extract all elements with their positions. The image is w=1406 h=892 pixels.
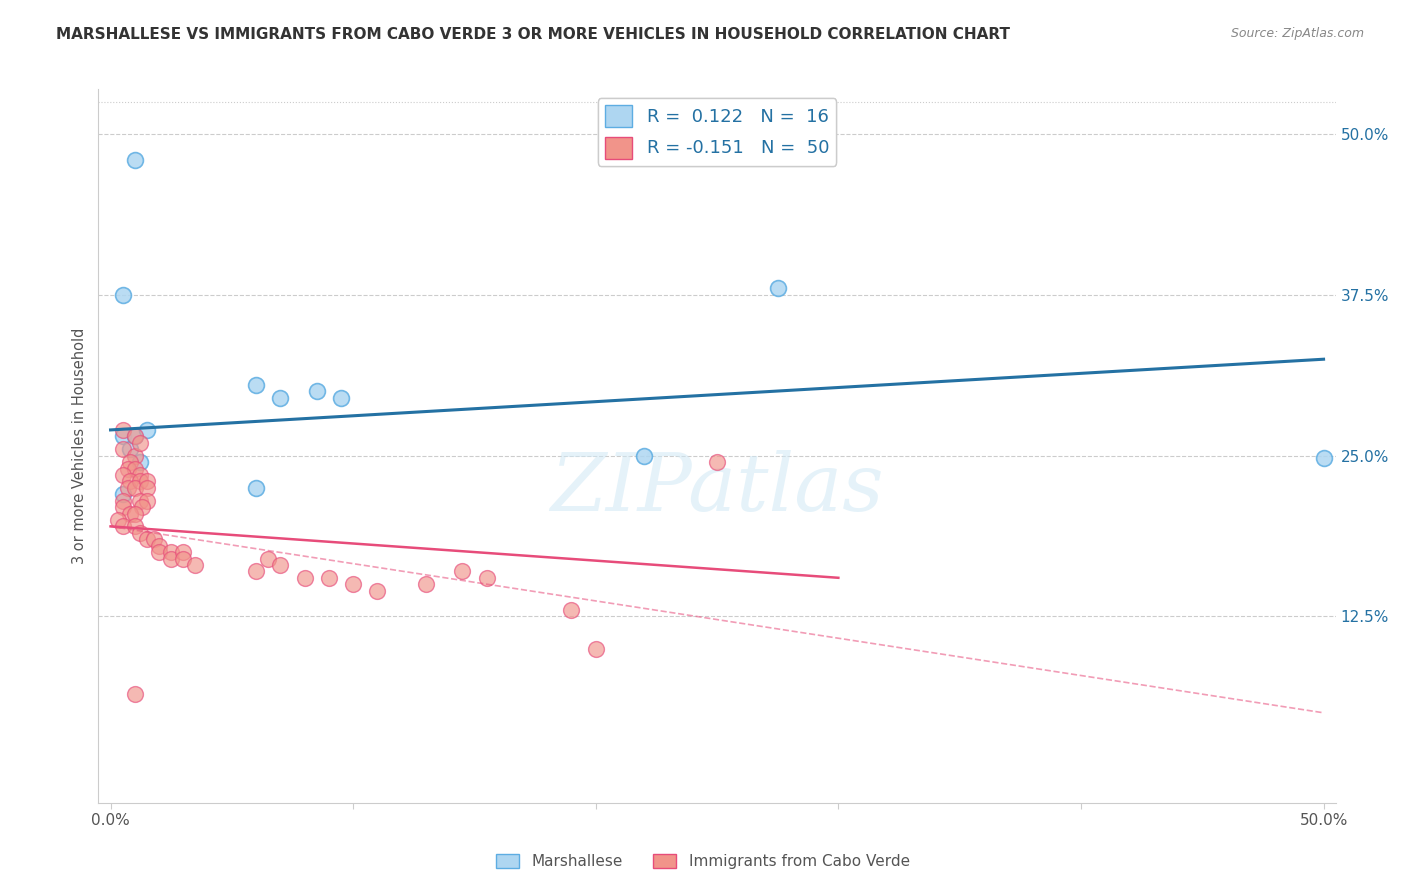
Point	[124, 429, 146, 443]
Point	[172, 551, 194, 566]
Point	[128, 475, 150, 489]
Point	[706, 455, 728, 469]
Point	[451, 565, 474, 579]
Point	[245, 481, 267, 495]
Point	[118, 475, 141, 489]
Point	[124, 481, 146, 495]
Point	[366, 583, 388, 598]
Point	[269, 558, 291, 572]
Point	[128, 435, 150, 450]
Point	[111, 493, 134, 508]
Point	[111, 500, 134, 514]
Point	[305, 384, 328, 399]
Point	[118, 455, 141, 469]
Point	[136, 475, 159, 489]
Point	[184, 558, 207, 572]
Point	[117, 481, 139, 495]
Text: MARSHALLESE VS IMMIGRANTS FROM CABO VERDE 3 OR MORE VEHICLES IN HOUSEHOLD CORREL: MARSHALLESE VS IMMIGRANTS FROM CABO VERD…	[56, 27, 1011, 42]
Point	[118, 442, 141, 457]
Point	[111, 467, 134, 482]
Legend: R =  0.122   N =  16, R = -0.151   N =  50: R = 0.122 N = 16, R = -0.151 N = 50	[598, 98, 837, 166]
Point	[111, 288, 134, 302]
Point	[415, 577, 437, 591]
Point	[257, 551, 280, 566]
Point	[633, 449, 655, 463]
Point	[128, 493, 150, 508]
Point	[131, 500, 153, 514]
Point	[136, 493, 159, 508]
Point	[124, 461, 146, 475]
Legend: Marshallese, Immigrants from Cabo Verde: Marshallese, Immigrants from Cabo Verde	[491, 848, 915, 875]
Point	[585, 641, 607, 656]
Point	[330, 391, 353, 405]
Point	[111, 423, 134, 437]
Point	[124, 449, 146, 463]
Point	[111, 429, 134, 443]
Point	[160, 545, 183, 559]
Point	[342, 577, 364, 591]
Point	[111, 487, 134, 501]
Point	[245, 378, 267, 392]
Point	[128, 455, 150, 469]
Point	[148, 545, 170, 559]
Text: Source: ZipAtlas.com: Source: ZipAtlas.com	[1230, 27, 1364, 40]
Point	[136, 423, 159, 437]
Point	[136, 481, 159, 495]
Point	[269, 391, 291, 405]
Point	[117, 461, 139, 475]
Text: ZIPatlas: ZIPatlas	[550, 450, 884, 527]
Point	[107, 513, 129, 527]
Point	[111, 442, 134, 457]
Point	[124, 429, 146, 443]
Point	[124, 519, 146, 533]
Point	[124, 507, 146, 521]
Point	[560, 603, 582, 617]
Point	[111, 519, 134, 533]
Point	[172, 545, 194, 559]
Point	[118, 507, 141, 521]
Point	[128, 467, 150, 482]
Point	[294, 571, 316, 585]
Point	[1312, 451, 1334, 466]
Point	[136, 533, 159, 547]
Point	[318, 571, 340, 585]
Point	[245, 565, 267, 579]
Point	[124, 153, 146, 167]
Point	[475, 571, 498, 585]
Point	[128, 525, 150, 540]
Point	[766, 281, 789, 295]
Point	[160, 551, 183, 566]
Point	[143, 533, 166, 547]
Point	[124, 686, 146, 700]
Y-axis label: 3 or more Vehicles in Household: 3 or more Vehicles in Household	[72, 328, 87, 564]
Point	[148, 539, 170, 553]
